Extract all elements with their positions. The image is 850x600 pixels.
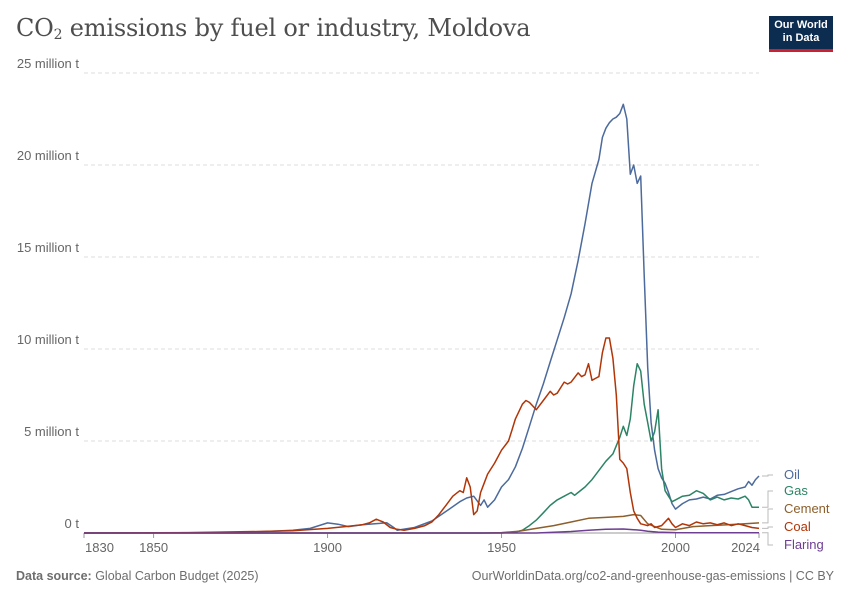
y-tick-label: 20 million t xyxy=(17,148,80,163)
x-tick-label: 1900 xyxy=(313,540,342,555)
legend-connector-oil xyxy=(762,474,773,477)
legend-connector-flaring xyxy=(762,532,773,546)
title-subscript: 2 xyxy=(53,27,63,43)
x-tick-label: 1830 xyxy=(85,540,114,555)
legend-label-oil[interactable]: Oil xyxy=(784,467,800,482)
grid-lines xyxy=(84,72,759,442)
legend-connector-coal xyxy=(762,526,773,529)
source-url-license[interactable]: OurWorldinData.org/co2-and-greenhouse-ga… xyxy=(471,569,834,583)
series-line-coal[interactable] xyxy=(83,337,760,534)
logo-line-1: Our World xyxy=(774,19,828,31)
x-tick-label: 2000 xyxy=(661,540,690,555)
series-line-gas[interactable] xyxy=(84,362,759,534)
title-rest: emissions by fuel or industry, Moldova xyxy=(62,14,531,42)
series-lines xyxy=(83,103,760,534)
series-line-cement[interactable] xyxy=(84,513,760,534)
y-tick-label: 15 million t xyxy=(17,240,80,255)
y-axis-tick-labels: 0 t 5 million t 10 million t 15 million t 20… xyxy=(17,56,80,531)
legend-connector-gas xyxy=(762,490,773,508)
y-tick-label: 25 million t xyxy=(17,56,80,71)
legend-label-coal[interactable]: Coal xyxy=(784,519,811,534)
data-source-note: Data source: Global Carbon Budget (2025) xyxy=(16,569,259,583)
legend-connector-cement xyxy=(762,508,773,524)
legend-label-flaring[interactable]: Flaring xyxy=(784,537,824,552)
y-tick-label: 0 t xyxy=(65,516,80,531)
series-line-flaring[interactable] xyxy=(84,528,759,534)
x-tick-label: 1850 xyxy=(139,540,168,555)
y-tick-label: 10 million t xyxy=(17,332,80,347)
x-tick-label: 1950 xyxy=(487,540,516,555)
legend-label-cement[interactable]: Cement xyxy=(784,501,830,516)
series-line-oil[interactable] xyxy=(83,103,760,534)
x-axis: 1830 1850 1900 1950 2000 2024 xyxy=(83,532,760,555)
data-source-text: Global Carbon Budget (2025) xyxy=(91,569,259,583)
y-tick-label: 5 million t xyxy=(24,424,79,439)
legend-label-gas[interactable]: Gas xyxy=(784,483,808,498)
x-tick-label: 2024 xyxy=(731,540,760,555)
chart-title: CO2 emissions by fuel or industry, Moldo… xyxy=(16,14,531,43)
owid-logo[interactable]: Our World in Data xyxy=(769,16,833,52)
logo-line-2: in Data xyxy=(782,32,820,44)
title-main: CO xyxy=(16,14,54,42)
data-source-label: Data source: xyxy=(16,569,92,583)
